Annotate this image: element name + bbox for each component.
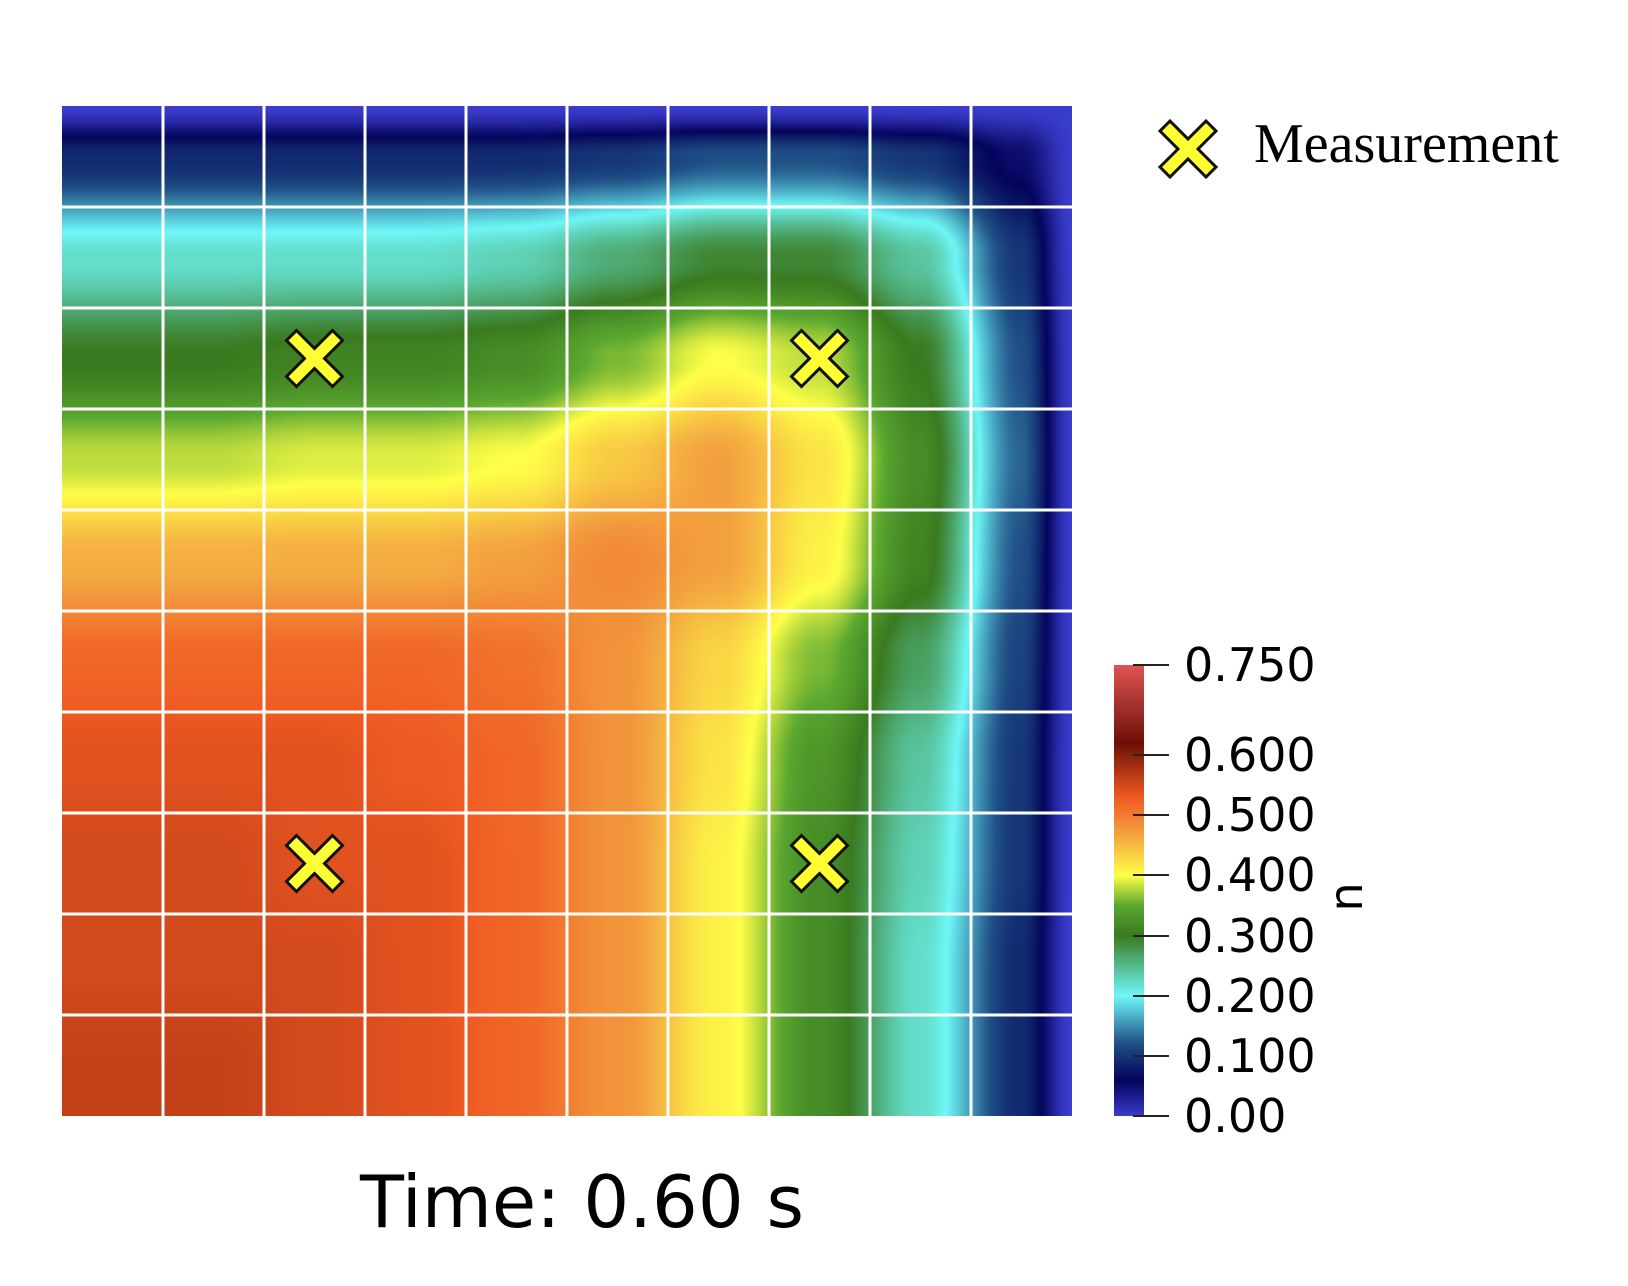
- time-annotation: Time: 0.60 s: [360, 1160, 805, 1244]
- colorbar-tick: [1133, 754, 1169, 757]
- measurement-marker: [789, 833, 850, 894]
- colorbar-tick: [1133, 1054, 1169, 1057]
- colorbar-tick-label: 0.600: [1184, 728, 1316, 783]
- legend-label: Measurement: [1254, 113, 1559, 175]
- colorbar-tick: [1133, 814, 1169, 817]
- colorbar: [1114, 665, 1144, 1116]
- colorbar-tick: [1133, 1115, 1169, 1117]
- measurement-marker: [284, 833, 345, 894]
- colorbar-tick-label: 0.00: [1184, 1089, 1287, 1143]
- measurement-marker-icon: [1157, 118, 1219, 180]
- colorbar-tick-label: 0.500: [1184, 788, 1316, 843]
- colorbar-tick-label: 0.200: [1184, 968, 1316, 1023]
- legend-marker: [1157, 118, 1219, 180]
- heatmap-plot: [62, 106, 1072, 1116]
- measurement-marker: [284, 328, 345, 389]
- colorbar-tick: [1133, 994, 1169, 997]
- colorbar-tick-label: 0.300: [1184, 908, 1316, 963]
- colorbar-tick: [1133, 934, 1169, 937]
- colorbar-tick-label: 0.750: [1184, 638, 1316, 692]
- measurement-marker: [789, 328, 850, 389]
- grid-overlay: [62, 106, 1072, 1116]
- colorbar-tick: [1133, 664, 1169, 666]
- colorbar-tick-label: 0.400: [1184, 848, 1316, 903]
- colorbar-tick-label: 0.100: [1184, 1028, 1316, 1083]
- colorbar-tick: [1133, 874, 1169, 877]
- colorbar-title: u: [1325, 882, 1380, 912]
